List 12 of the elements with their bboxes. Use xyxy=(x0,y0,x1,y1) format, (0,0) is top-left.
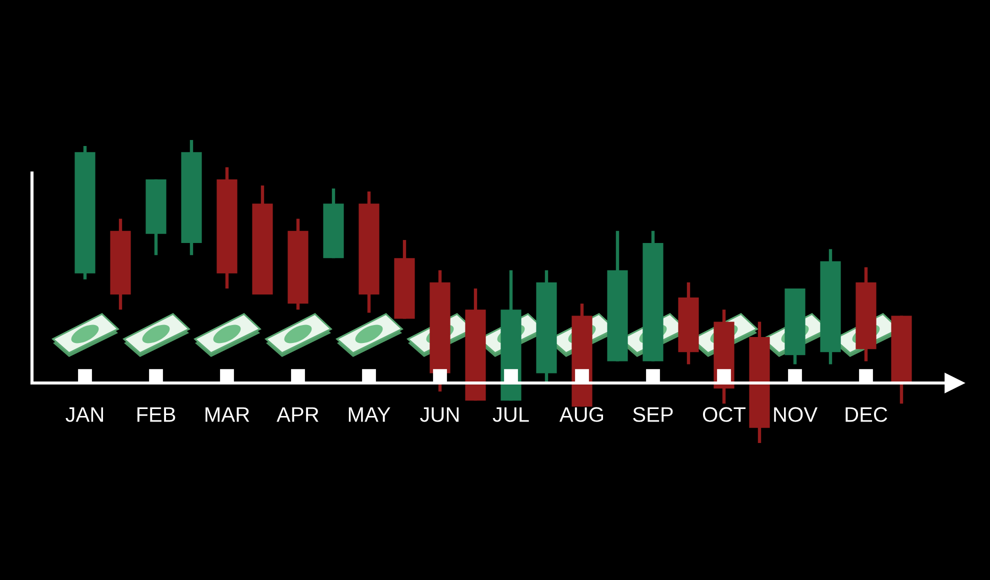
x-tick-label: FEB xyxy=(137,407,176,422)
x-tick-label: OCT xyxy=(703,407,746,422)
x-tick-label: JUN xyxy=(420,407,459,422)
x-tick-label: MAY xyxy=(348,407,390,422)
x-tick-label: AUG xyxy=(559,407,604,422)
x-tick-label: NOV xyxy=(774,407,818,422)
x-tick-label: JAN xyxy=(66,407,103,422)
x-tick-label: DEC xyxy=(846,407,888,422)
x-tick-label: JUL xyxy=(492,407,529,422)
x-tick-label: APR xyxy=(276,407,318,422)
x-tick-label: MAR xyxy=(206,407,250,422)
x-tick-label: SEP xyxy=(633,407,673,422)
